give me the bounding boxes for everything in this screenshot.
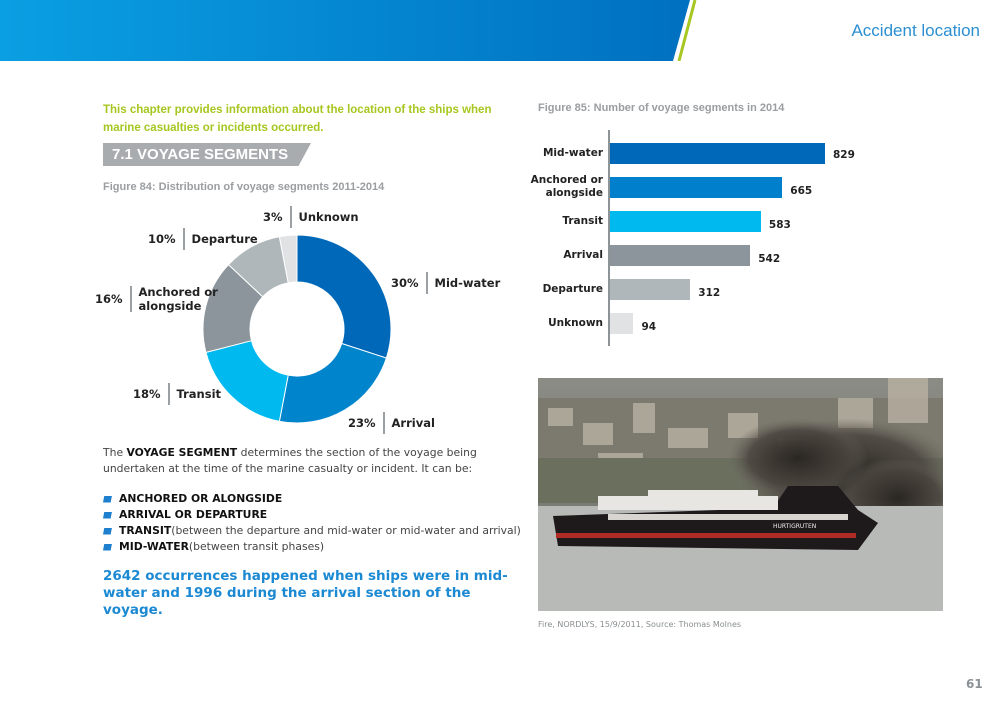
body-paragraph: The VOYAGE SEGMENT determines the sectio…: [103, 445, 503, 477]
donut-slice-mid-water: [296, 234, 392, 359]
label: Mid-water: [434, 276, 501, 290]
bullet-item: TRANSIT (between the departure and mid-w…: [103, 523, 521, 539]
bar-2: [609, 211, 761, 232]
photo-caption: Fire, NORDLYS, 15/9/2011, Source: Thomas…: [538, 620, 742, 629]
donut-slice-arrival: [278, 342, 388, 424]
bullet-item: ARRIVAL OR DEPARTURE: [103, 507, 521, 523]
donut-label-anchored: 16% Anchored or alongside: [95, 285, 218, 313]
bar-category-label: Arrival: [563, 248, 603, 261]
label: Arrival: [391, 416, 435, 430]
bar-category-label: Transit: [562, 214, 603, 227]
pct: 18%: [133, 387, 161, 401]
pct: 23%: [348, 416, 376, 430]
running-title: Accident location: [851, 21, 980, 40]
figure84-caption: Figure 84: Distribution of voyage segmen…: [103, 181, 385, 193]
bullet-item: ANCHORED OR ALONGSIDE: [103, 491, 521, 507]
ship-name: HURTIGRUTEN: [773, 523, 816, 530]
text: (between the departure and mid-water or …: [171, 524, 521, 537]
bar-category-label: Departure: [542, 282, 603, 295]
donut-chart: [202, 234, 392, 424]
intro-text: This chapter provides information about …: [103, 104, 492, 134]
donut-slice-unknown: [278, 234, 298, 284]
text: (between transit phases): [188, 540, 325, 553]
term: TRANSIT: [119, 524, 172, 537]
bar-category-label: Unknown: [548, 316, 603, 329]
label-line: alongside: [138, 299, 202, 313]
bar-5: [609, 313, 634, 334]
section-heading: 7.1 VOYAGE SEGMENTS: [103, 143, 311, 166]
term: ARRIVAL OR DEPARTURE: [119, 508, 268, 521]
text: determines the section of the voyage bei…: [103, 446, 477, 475]
donut-label-unknown: 3% Unknown: [263, 206, 359, 228]
ship-fire-photo: HURTIGRUTEN: [538, 378, 943, 611]
donut-label-departure: 10% Departure: [148, 228, 258, 250]
bar-4: [609, 279, 691, 300]
term: ANCHORED OR ALONGSIDE: [119, 492, 283, 505]
bar-category-label: Mid-water: [542, 146, 603, 159]
figure85-caption: Figure 85: Number of voyage segments in …: [538, 102, 785, 114]
bullet-icon: [103, 527, 112, 535]
term: MID-WATER: [119, 540, 189, 553]
label: Transit: [176, 387, 222, 401]
label: Departure: [191, 232, 258, 246]
highlight-text: 2642 occurrences happened when ships wer…: [103, 568, 508, 618]
bullet-list: ANCHORED OR ALONGSIDE ARRIVAL OR DEPARTU…: [103, 491, 521, 555]
pct: 10%: [148, 232, 176, 246]
donut-label-arrival: 23% Arrival: [348, 412, 435, 434]
bar-value-label: 583: [768, 219, 791, 231]
bar-value-label: 542: [758, 253, 781, 265]
bullet-icon: [103, 495, 112, 503]
bar-axis: [608, 130, 610, 346]
bar-1: [609, 177, 783, 198]
bar-value-label: 94: [641, 321, 657, 333]
donut-label-mid-water: 30% Mid-water: [391, 272, 500, 294]
donut-label-transit: 18% Transit: [133, 383, 221, 405]
term: VOYAGE SEGMENT: [126, 446, 238, 459]
bar-category-label: Anchored or alongside: [530, 174, 603, 199]
page-number: 61: [966, 677, 983, 691]
bullet-icon: [103, 543, 112, 551]
bar-value-label: 829: [833, 149, 855, 161]
label: Anchored or alongside: [139, 285, 218, 313]
bar-3: [609, 245, 751, 266]
bullet-item: MID-WATER (between transit phases): [103, 539, 521, 555]
bar-value-label: 665: [790, 185, 813, 197]
bar-0: [609, 143, 825, 164]
bullet-icon: [103, 511, 112, 519]
pct: 16%: [95, 292, 123, 306]
label: Unknown: [298, 210, 359, 224]
bar-value-label: 312: [698, 287, 721, 299]
label-line: Anchored or: [138, 285, 218, 299]
header-band: [0, 0, 697, 61]
pct: 3%: [263, 210, 283, 224]
donut-slice-transit: [205, 340, 289, 422]
pct: 30%: [391, 276, 419, 290]
text: The: [103, 446, 127, 459]
